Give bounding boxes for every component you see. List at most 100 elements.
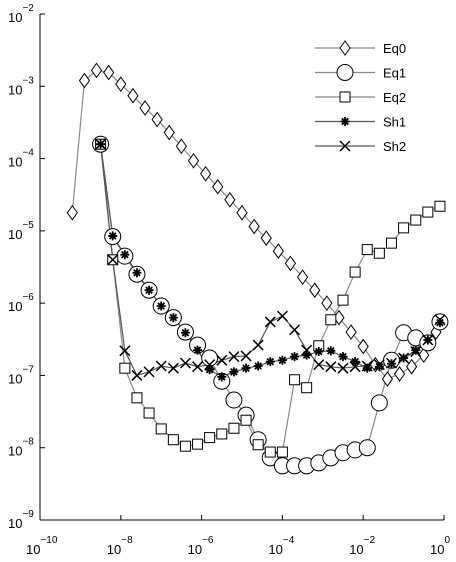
- tick-label: 10−2: [8, 3, 34, 25]
- legend-label: Sh1: [383, 115, 406, 130]
- marker-diamond: [381, 371, 394, 387]
- marker-x: [385, 357, 398, 369]
- tick-base: 10: [26, 542, 40, 557]
- legend-label: Eq0: [383, 41, 406, 56]
- tick-base: 10: [188, 542, 202, 557]
- marker-star: [156, 301, 166, 311]
- marker-x: [373, 359, 385, 371]
- marker-diamond: [248, 218, 260, 235]
- marker-x: [361, 360, 373, 372]
- marker-diamond: [212, 178, 224, 195]
- marker-x: [192, 361, 204, 373]
- marker-diamond: [187, 152, 200, 169]
- tick-exponent: −8: [121, 535, 133, 546]
- tick-exponent: −5: [22, 220, 34, 231]
- marker-star: [302, 350, 312, 360]
- marker-x: [349, 361, 361, 373]
- marker-diamond: [127, 87, 139, 104]
- marker-square: [349, 266, 361, 278]
- marker-star: [168, 313, 178, 323]
- marker-square: [373, 247, 385, 259]
- marker-diamond: [200, 165, 212, 182]
- marker-star: [241, 363, 251, 373]
- tick-exponent: −9: [22, 509, 34, 520]
- marker-square: [422, 206, 434, 218]
- tick-base: 10: [430, 542, 444, 557]
- tick-exponent: −7: [22, 364, 34, 375]
- tick-label: 10−10: [26, 535, 58, 557]
- marker-star: [120, 250, 130, 260]
- marker-x: [204, 359, 216, 371]
- marker-square: [264, 446, 276, 458]
- marker-x: [264, 316, 276, 328]
- marker-x: [289, 324, 301, 336]
- tick-base: 10: [8, 371, 22, 386]
- tick-label: 100: [430, 535, 450, 557]
- marker-square: [179, 440, 191, 452]
- marker-diamond: [260, 230, 272, 246]
- marker-x: [434, 314, 446, 326]
- marker-x: [107, 254, 119, 266]
- legend-marker: [340, 117, 350, 126]
- tick-base: 10: [8, 227, 22, 242]
- series-line: [99, 144, 441, 377]
- tick-base: 10: [8, 299, 22, 314]
- marker-square: [167, 434, 179, 446]
- marker-x: [410, 346, 422, 358]
- marker-diamond: [139, 100, 151, 116]
- marker-square: [216, 428, 228, 440]
- marker-x: [143, 366, 155, 378]
- series-line: [99, 144, 441, 378]
- tick-label: 10−2: [349, 535, 375, 557]
- tick-base: 10: [8, 82, 22, 97]
- marker-square: [434, 200, 446, 212]
- tick-base: 10: [107, 542, 121, 557]
- marker-square: [385, 237, 397, 249]
- marker-diamond: [345, 324, 357, 340]
- marker-x: [119, 345, 131, 357]
- marker-square: [143, 407, 155, 419]
- tick-exponent: −2: [22, 3, 34, 14]
- marker-diamond: [418, 347, 430, 363]
- marker-star: [435, 318, 445, 328]
- marker-x: [301, 344, 313, 356]
- legend-marker: [336, 64, 354, 81]
- marker-x: [422, 334, 434, 346]
- tick-label: 10−8: [107, 535, 133, 557]
- marker-x: [337, 362, 349, 374]
- marker-diamond: [309, 282, 321, 299]
- marker-star: [277, 355, 287, 365]
- marker-diamond: [272, 243, 284, 259]
- tick-exponent: −10: [40, 535, 57, 546]
- tick-exponent: 0: [444, 535, 450, 546]
- legend-marker: [339, 140, 351, 152]
- legend-label: Eq2: [383, 90, 406, 105]
- marker-x: [131, 369, 143, 381]
- marker-x: [398, 352, 410, 364]
- marker-square: [131, 392, 143, 404]
- marker-x: [167, 362, 179, 374]
- tick-label: 10−9: [8, 509, 34, 531]
- tick-label: 10−8: [8, 437, 34, 459]
- marker-diamond: [103, 64, 115, 81]
- legend-label: Sh2: [383, 139, 406, 154]
- marker-square: [410, 214, 422, 226]
- marker-diamond: [296, 269, 309, 285]
- tick-label: 10−7: [8, 364, 34, 386]
- marker-star: [350, 357, 360, 367]
- marker-star: [253, 361, 263, 371]
- marker-square: [192, 438, 204, 450]
- marker-circle: [370, 394, 388, 412]
- marker-star: [374, 362, 384, 372]
- marker-square: [325, 314, 337, 326]
- tick-exponent: −3: [22, 75, 34, 86]
- marker-diamond: [393, 366, 406, 382]
- marker-x: [252, 339, 264, 351]
- marker-star: [326, 346, 336, 356]
- tick-exponent: −6: [202, 535, 214, 546]
- marker-diamond: [175, 138, 188, 155]
- marker-square: [155, 423, 167, 435]
- marker-star: [265, 357, 275, 367]
- tick-base: 10: [268, 542, 282, 557]
